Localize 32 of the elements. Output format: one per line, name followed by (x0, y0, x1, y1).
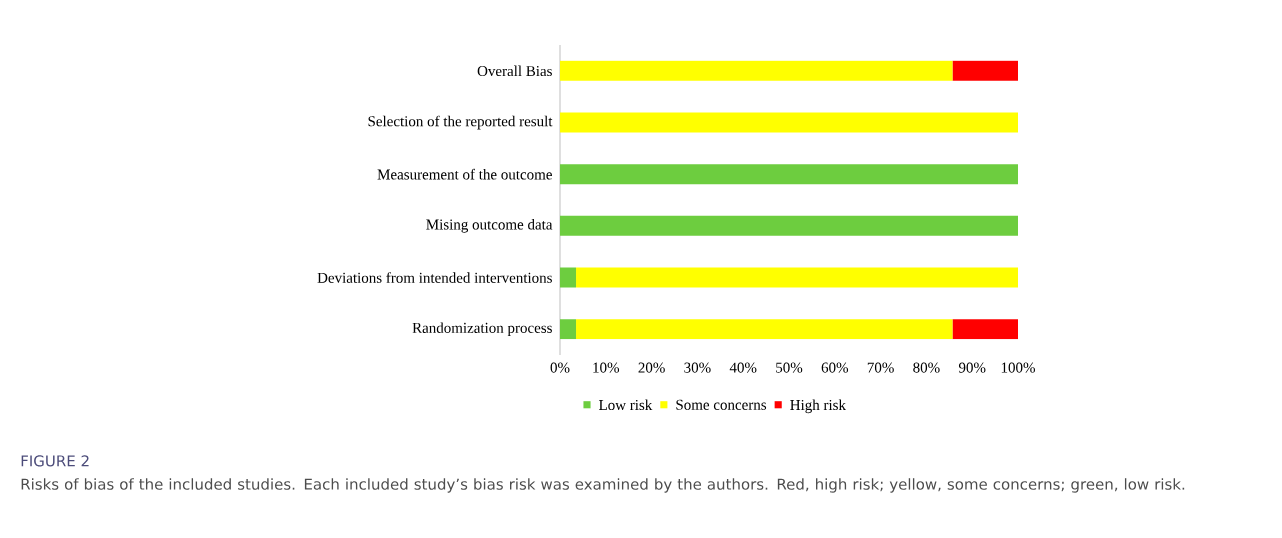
x-tick-label: 50% (776, 362, 803, 373)
y-tick-label: Selection of the reported result (368, 115, 553, 130)
bar (952, 319, 1019, 340)
text: Risks of bias of the included studies. Each included study’s bias risk was examined by the authors. Red, high risk; yellow, some concerns; green, low risk. (21, 478, 1185, 493)
bar (560, 267, 577, 288)
x-tick-label: 70% (867, 362, 894, 373)
y-tick-label: Measurement of the outcome (377, 168, 552, 180)
bar (560, 112, 1019, 133)
x-tick-label: 100% (1001, 362, 1035, 373)
x-tick-label: 20% (638, 362, 665, 373)
bar (560, 60, 953, 81)
y-tick-label: Randomization process (412, 322, 552, 336)
legend-label: High risk (790, 399, 846, 414)
bar (576, 267, 1019, 288)
x-tick-label: 10% (593, 362, 620, 373)
bar (952, 60, 1019, 81)
caption: FIGURE 2 (21, 455, 89, 467)
y-tick-label: Deviations from intended interventions (317, 272, 552, 283)
legend-label: Some concerns (676, 399, 767, 410)
legend-label: Low risk (599, 399, 653, 411)
y-tick-label: Overall Bias (477, 65, 552, 77)
bar (560, 215, 1019, 236)
bar (560, 319, 577, 340)
y-tick-label: Mising outcome data (426, 219, 553, 233)
x-tick-label: 80% (913, 362, 940, 373)
bar (560, 164, 1019, 185)
x-tick-label: 90% (958, 362, 986, 373)
bar (576, 319, 953, 340)
x-tick-label: 40% (729, 362, 757, 373)
x-tick-label: 0% (550, 362, 570, 373)
x-tick-label: 60% (821, 362, 849, 373)
x-tick-label: 30% (684, 362, 711, 373)
